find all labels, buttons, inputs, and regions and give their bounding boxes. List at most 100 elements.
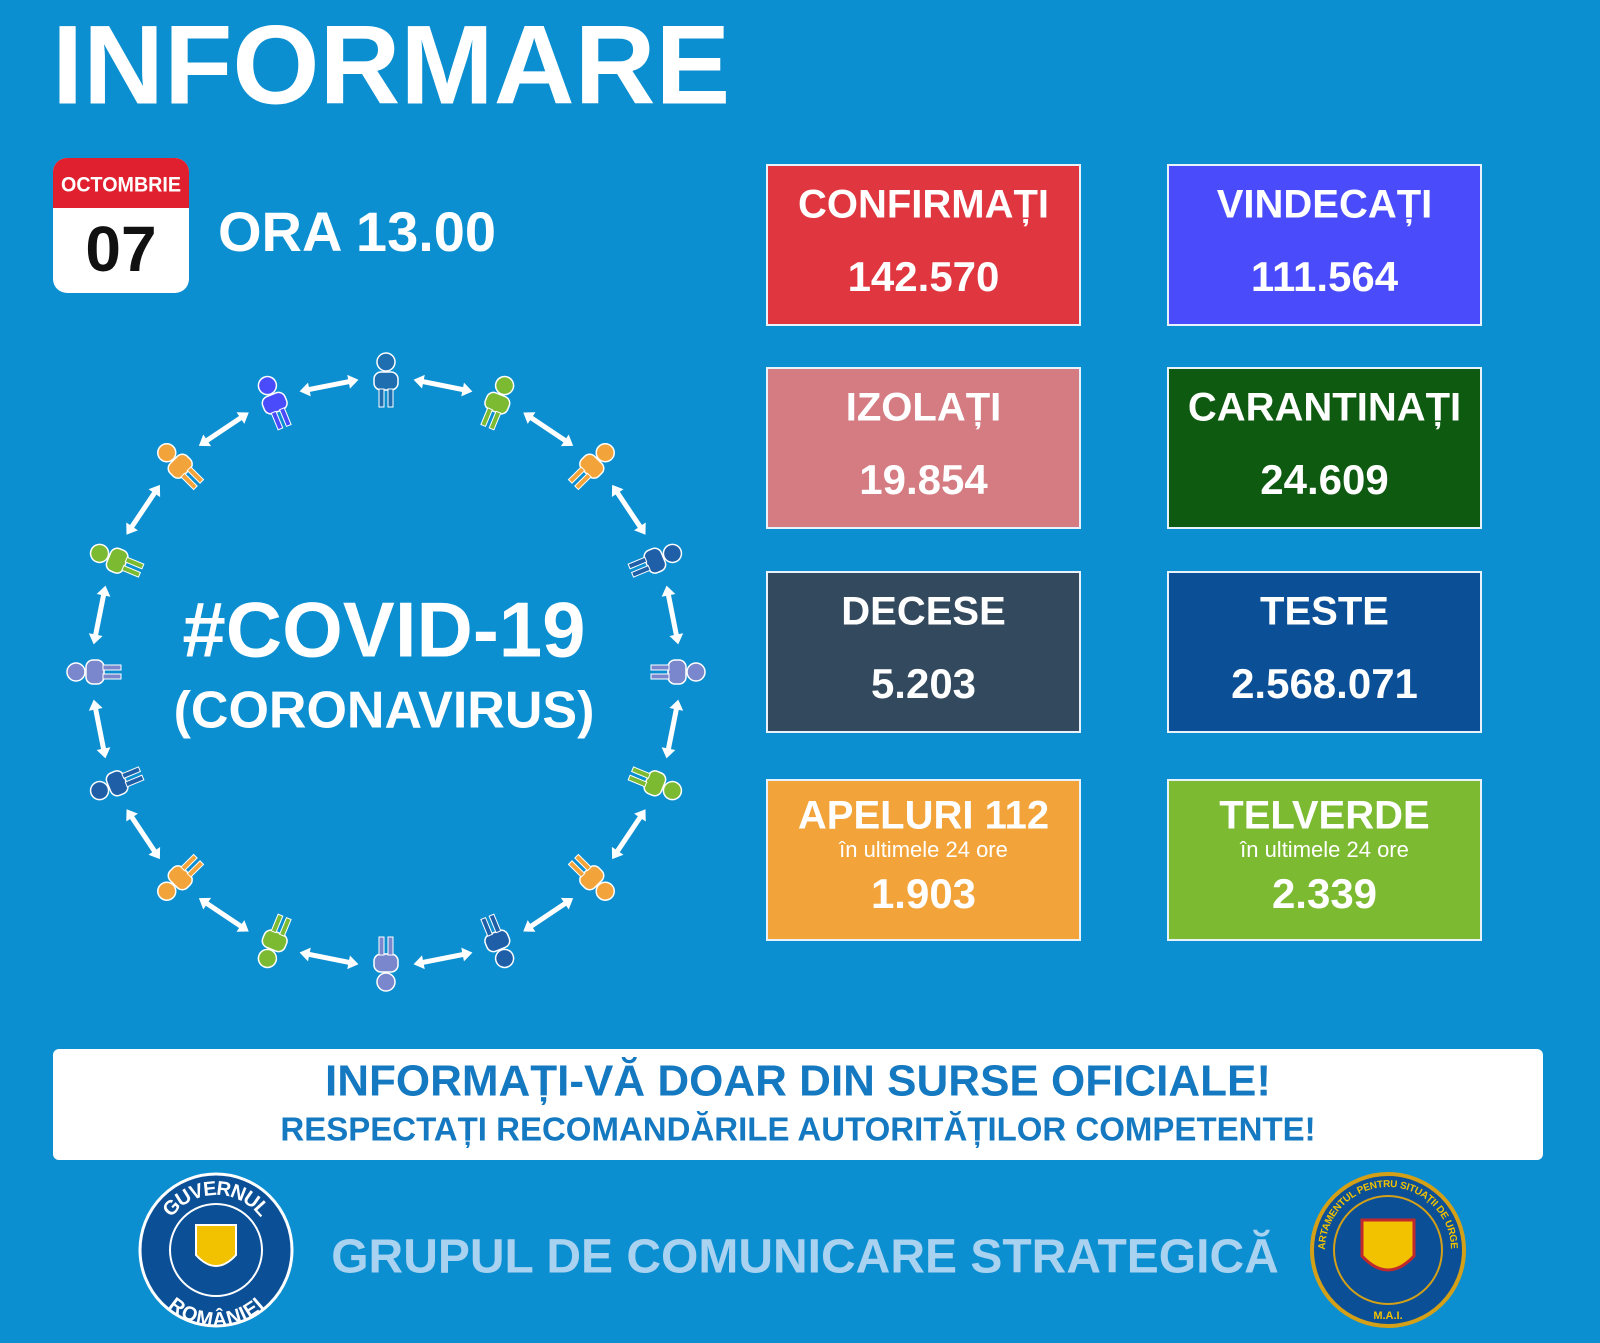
logo-left-shield bbox=[195, 1224, 237, 1267]
stat-label: APELURI 112 bbox=[798, 794, 1049, 838]
arrow-shape bbox=[299, 947, 359, 970]
ring-arrow bbox=[413, 947, 473, 970]
stat-value: 142.570 bbox=[848, 253, 1000, 300]
stat-value: 1.903 bbox=[871, 870, 976, 917]
ring-arrow bbox=[198, 412, 249, 447]
stat-box: TESTE 2.568.071 bbox=[1167, 571, 1482, 733]
person-icon bbox=[257, 375, 292, 431]
logo-right-shield bbox=[1360, 1218, 1416, 1272]
person-head bbox=[494, 375, 515, 396]
person-body bbox=[643, 547, 667, 574]
person-leg bbox=[270, 913, 284, 934]
person-body bbox=[105, 770, 129, 797]
person-icon bbox=[157, 443, 205, 491]
calendar-header bbox=[53, 158, 189, 208]
person-head bbox=[686, 662, 706, 682]
ring-arrow bbox=[88, 699, 111, 759]
person-head bbox=[662, 780, 683, 801]
arrow-shape bbox=[413, 374, 473, 397]
person-body bbox=[579, 453, 605, 479]
logo-right-inner bbox=[1333, 1195, 1443, 1305]
title: INFORMARE bbox=[52, 3, 730, 128]
calendar-day: 07 bbox=[85, 213, 156, 285]
arrow-shape bbox=[523, 412, 574, 447]
ring-arrow bbox=[523, 897, 574, 932]
stat-box: CONFIRMAȚI 142.570 bbox=[766, 164, 1081, 326]
person-leg bbox=[186, 466, 205, 484]
person-icon bbox=[89, 543, 145, 578]
person-icon bbox=[627, 543, 683, 578]
stat-box: CARANTINAȚI 24.609 bbox=[1167, 367, 1482, 529]
calendar-month: OCTOMBRIE bbox=[61, 174, 181, 197]
stat-box-bg bbox=[1167, 779, 1482, 941]
ring-arrow bbox=[88, 585, 111, 645]
person-body bbox=[105, 547, 129, 574]
footer-text: GRUPUL DE COMUNICARE STRATEGICĂ bbox=[331, 1230, 1279, 1284]
person-body bbox=[373, 953, 399, 973]
person-head bbox=[157, 443, 177, 463]
person-icon bbox=[567, 853, 615, 901]
person-leg bbox=[270, 410, 284, 431]
stat-box: VINDECAȚI 111.564 bbox=[1167, 164, 1482, 326]
ring-arrow bbox=[661, 585, 684, 645]
person-leg bbox=[650, 664, 670, 671]
time: ORA 13.00 bbox=[218, 200, 496, 263]
logo-left-inner bbox=[169, 1203, 263, 1297]
arrow-shape bbox=[661, 585, 684, 645]
person-leg bbox=[567, 860, 586, 878]
stat-box-bg bbox=[1167, 164, 1482, 326]
person-head bbox=[662, 543, 683, 564]
ring-arrow bbox=[299, 947, 359, 970]
person-body bbox=[167, 453, 193, 479]
person-icon bbox=[257, 913, 292, 969]
person-leg bbox=[480, 407, 494, 428]
person-leg bbox=[102, 673, 122, 680]
person-body bbox=[484, 929, 511, 953]
person-icon bbox=[650, 659, 706, 685]
arrow-shape bbox=[611, 809, 646, 860]
person-leg bbox=[488, 410, 502, 431]
arrow-shape bbox=[126, 809, 161, 860]
stat-box-bg bbox=[1167, 571, 1482, 733]
person-body bbox=[579, 865, 605, 891]
person-head bbox=[157, 881, 177, 901]
stat-value: 24.609 bbox=[1260, 456, 1388, 503]
person-leg bbox=[186, 860, 205, 878]
person-leg bbox=[574, 472, 592, 491]
person-leg bbox=[278, 407, 292, 428]
person-leg bbox=[278, 916, 292, 937]
stat-value: 111.564 bbox=[1251, 253, 1399, 300]
logo-right-bottom: M.A.I. bbox=[1373, 1310, 1402, 1322]
stat-box-bg bbox=[766, 164, 1081, 326]
stat-box: DECESE 5.203 bbox=[766, 571, 1081, 733]
stat-box-bg bbox=[766, 779, 1081, 941]
person-icon bbox=[157, 853, 205, 901]
ring-arrow bbox=[611, 809, 646, 860]
person-body bbox=[167, 865, 193, 891]
stat-value: 2.568.071 bbox=[1231, 660, 1418, 707]
person-body bbox=[261, 391, 288, 415]
ring-arrow bbox=[126, 484, 161, 535]
banner-line2: RESPECTAȚI RECOMANDĂRILE AUTORITĂȚILOR C… bbox=[280, 1111, 1315, 1148]
person-body bbox=[484, 391, 511, 415]
hashtag-subtitle: (CORONAVIRUS) bbox=[174, 682, 595, 740]
person-head bbox=[376, 352, 396, 372]
arrow-shape bbox=[198, 412, 249, 447]
stat-box-bg bbox=[1167, 367, 1482, 529]
ring-arrow bbox=[523, 412, 574, 447]
person-icon bbox=[373, 936, 399, 992]
person-head bbox=[595, 881, 615, 901]
ring-arrow bbox=[413, 374, 473, 397]
hashtag: #COVID-19 bbox=[182, 586, 585, 674]
person-icon bbox=[89, 766, 145, 801]
person-leg bbox=[102, 664, 122, 671]
ring-arrow bbox=[126, 809, 161, 860]
person-head bbox=[66, 662, 86, 682]
arrow-shape bbox=[523, 897, 574, 932]
person-head bbox=[595, 443, 615, 463]
stat-sublabel: în ultimele 24 ore bbox=[1239, 837, 1409, 862]
